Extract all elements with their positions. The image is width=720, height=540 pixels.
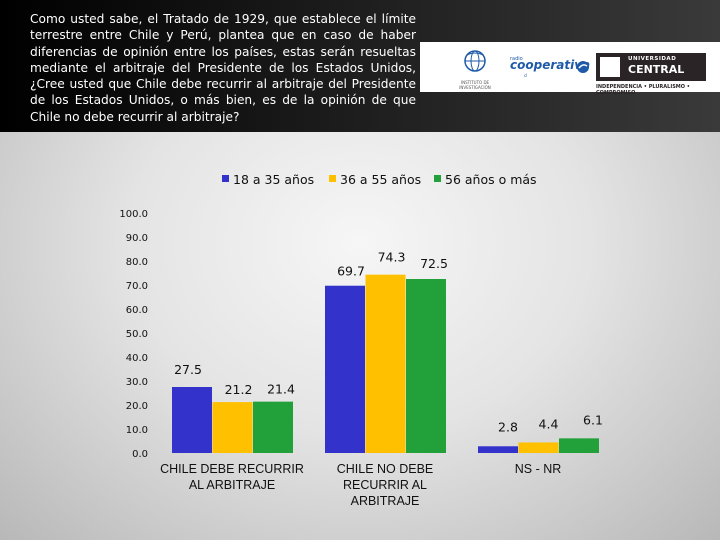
y-tick-label: 70.0 bbox=[126, 281, 148, 292]
category-label: CHILE NO DEBE RECURRIR AL ARBITRAJE bbox=[337, 462, 434, 508]
data-labels: 27.5 69.7 2.8 21.2 74.3 4.4 21.4 72.5 6.1 bbox=[174, 250, 603, 435]
bar-1-1 bbox=[172, 387, 212, 453]
legend-label-2: 36 a 55 años bbox=[340, 172, 421, 187]
chart-legend: 18 a 35 años 36 a 55 años 56 años o más bbox=[222, 172, 537, 187]
data-label: 21.4 bbox=[267, 382, 295, 397]
data-label: 2.8 bbox=[498, 419, 518, 434]
x-axis: CHILE DEBE RECURRIR AL ARBITRAJE CHILE NO … bbox=[160, 462, 561, 508]
university-line1: UNIVERSIDAD bbox=[628, 56, 677, 62]
bar-2-3 bbox=[518, 442, 559, 453]
legend-label-1: 18 a 35 años bbox=[233, 172, 314, 187]
bar-chart: 18 a 35 años 36 a 55 años 56 años o más 0.… bbox=[119, 172, 603, 508]
bar-3-1 bbox=[253, 401, 293, 453]
university-emblem-icon bbox=[600, 57, 620, 77]
data-label: 6.1 bbox=[583, 412, 603, 427]
y-tick-label: 80.0 bbox=[126, 257, 148, 268]
legend-swatch-3 bbox=[434, 175, 441, 182]
university-banner: UNIVERSIDAD CENTRAL bbox=[596, 53, 706, 81]
bar-3-2 bbox=[406, 279, 446, 453]
data-label: 21.2 bbox=[225, 382, 253, 397]
cooperativa-sub-text: cl bbox=[524, 73, 528, 78]
category-label: NS - NR bbox=[515, 462, 562, 476]
data-label: 27.5 bbox=[174, 362, 202, 377]
y-tick-label: 20.0 bbox=[126, 401, 148, 412]
y-tick-label: 50.0 bbox=[126, 329, 148, 340]
bar-1-2 bbox=[325, 285, 365, 453]
cooperativa-name: cooperativa bbox=[510, 58, 591, 72]
data-label: 69.7 bbox=[337, 264, 365, 279]
y-axis: 0.0 10.0 20.0 30.0 40.0 50.0 60.0 70.0 80.0 90.0 1… bbox=[119, 209, 148, 460]
institute-label: INSTITUTO DE INVESTIGACIÓN bbox=[459, 80, 491, 90]
bar-1-3 bbox=[478, 446, 518, 453]
y-tick-label: 90.0 bbox=[126, 233, 148, 244]
question-header: Como usted sabe, el Tratado de 1929, que… bbox=[0, 0, 720, 132]
legend-label-3: 56 años o más bbox=[445, 172, 537, 187]
data-label: 72.5 bbox=[420, 256, 448, 271]
y-tick-label: 60.0 bbox=[126, 305, 148, 316]
swoosh-icon bbox=[577, 61, 589, 73]
bar-2-1 bbox=[212, 402, 253, 453]
institute-logo: INSTITUTO DE INVESTIGACIÓN bbox=[450, 42, 500, 92]
bar-2-2 bbox=[365, 274, 406, 453]
legend-swatch-1 bbox=[222, 175, 229, 182]
university-line2: CENTRAL bbox=[628, 63, 685, 76]
cooperativa-logo: radio cooperativa cl bbox=[502, 42, 592, 92]
bars bbox=[172, 274, 599, 453]
cooperativa-small-text: radio bbox=[510, 56, 523, 62]
legend-swatch-2 bbox=[329, 175, 336, 182]
bar-3-3 bbox=[559, 438, 599, 453]
data-label: 74.3 bbox=[378, 250, 406, 265]
y-tick-label: 30.0 bbox=[126, 377, 148, 388]
globe-icon bbox=[464, 50, 486, 72]
data-label: 4.4 bbox=[539, 416, 559, 431]
category-label: CHILE DEBE RECURRIR AL ARBITRAJE bbox=[160, 462, 304, 492]
university-motto: INDEPENDENCIA • PLURALISMO • COMPROMISO bbox=[596, 84, 690, 96]
survey-question: Como usted sabe, el Tratado de 1929, que… bbox=[30, 12, 416, 124]
logo-panel: INSTITUTO DE INVESTIGACIÓN radio coopera… bbox=[420, 42, 720, 96]
y-tick-label: 0.0 bbox=[132, 449, 148, 460]
y-tick-label: 40.0 bbox=[126, 353, 148, 364]
y-tick-label: 10.0 bbox=[126, 425, 148, 436]
university-logo: UNIVERSIDAD CENTRAL INDEPENDENCIA • PLUR… bbox=[592, 42, 720, 96]
y-tick-label: 100.0 bbox=[119, 209, 148, 220]
